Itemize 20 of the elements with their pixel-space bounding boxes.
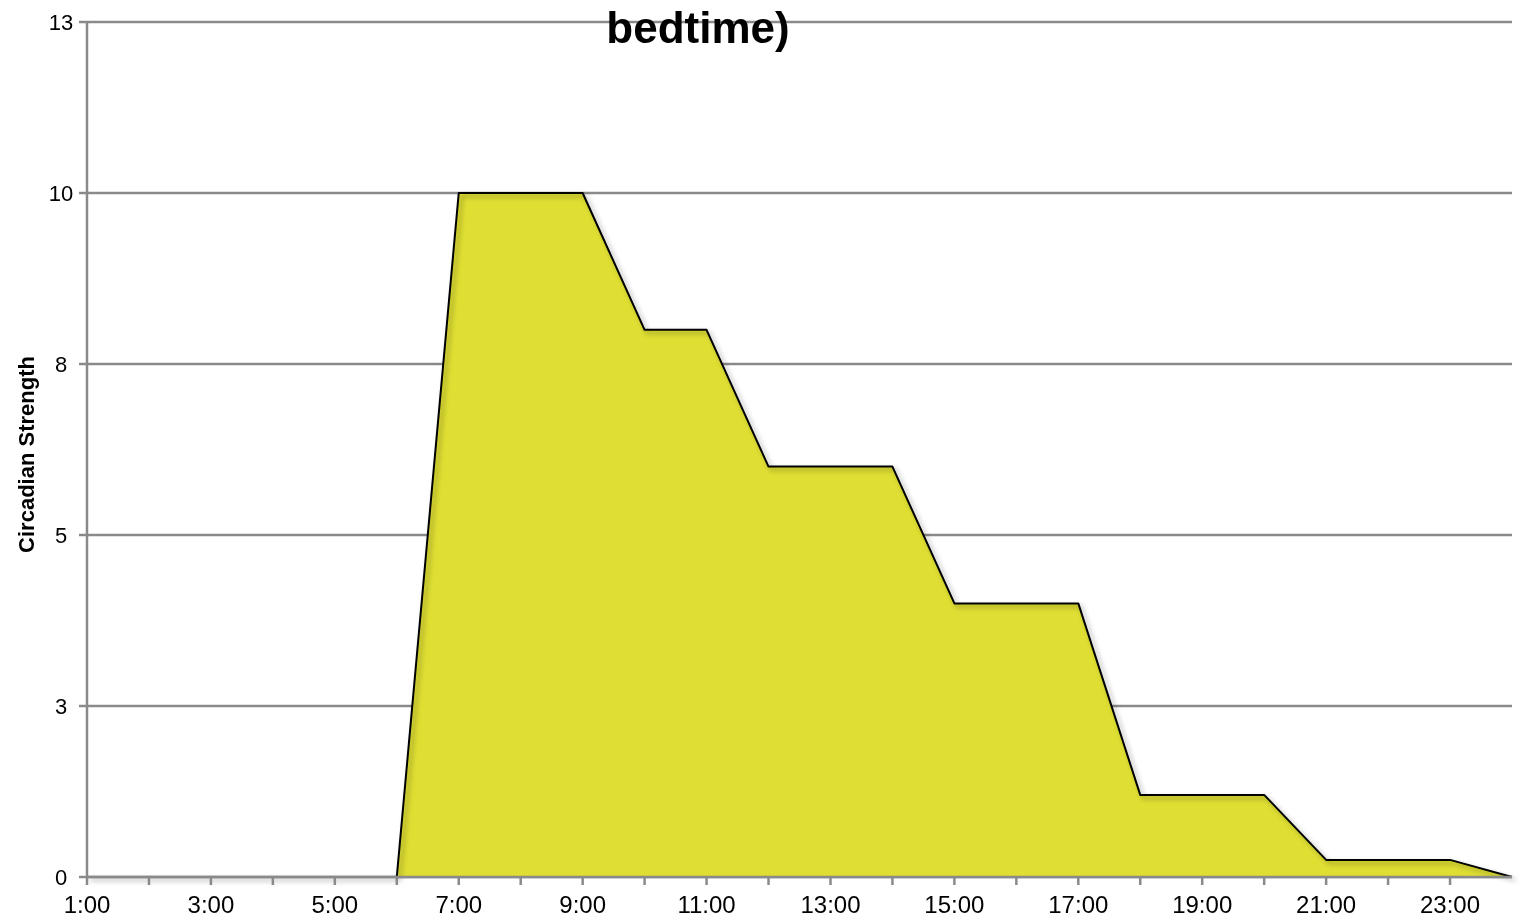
x-tick-label: 11:00 xyxy=(677,891,736,918)
x-tick-label: 19:00 xyxy=(1172,891,1233,918)
x-tick-label: 17:00 xyxy=(1048,891,1109,918)
y-tick-label: 0 xyxy=(54,864,68,890)
x-tick-label: 13:00 xyxy=(800,891,861,918)
x-tick-label: 23:00 xyxy=(1420,891,1481,918)
x-tick-label: 21:00 xyxy=(1296,891,1357,918)
y-tick-label: 5 xyxy=(54,522,68,548)
x-tick-label: 3:00 xyxy=(187,891,235,918)
x-tick-label: 9:00 xyxy=(559,891,607,918)
y-tick-label: 10 xyxy=(48,180,74,206)
y-tick-label: 3 xyxy=(54,693,68,719)
x-tick-label: 5:00 xyxy=(311,891,359,918)
x-tick-label: 15:00 xyxy=(924,891,985,918)
x-tick-label: 1:00 xyxy=(63,891,111,918)
y-tick-label: 8 xyxy=(54,351,68,377)
y-tick-label: 13 xyxy=(48,9,74,35)
chart-title: bedtime) xyxy=(606,3,790,52)
y-axis-title: Circadian Strength xyxy=(14,356,39,553)
x-tick-label: 7:00 xyxy=(435,891,483,918)
